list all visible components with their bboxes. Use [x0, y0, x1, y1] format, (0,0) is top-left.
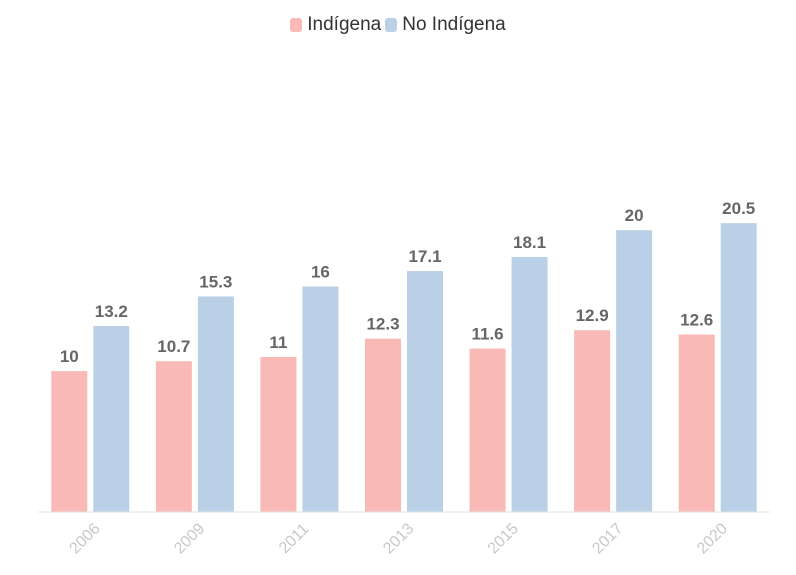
data-label-no-indigena-2017: 20: [625, 206, 644, 225]
value-labels-layer: 10 13.2 10.7 15.3 11 16 12.3 17.1 11.6 18.1 12.9 20…: [60, 199, 755, 366]
bar-no-indigena-2020[interactable]: [720, 223, 757, 512]
legend-swatch-indigena: [290, 18, 303, 32]
data-label-no-indigena-2015: 18.1: [513, 233, 546, 252]
data-label-indigena-2011: 11: [269, 333, 287, 352]
legend: Indígena No Indígena: [0, 14, 796, 36]
bar-no-indigena-2009[interactable]: [197, 296, 234, 512]
x-tick-2011: 2011: [276, 521, 312, 557]
bar-no-indigena-2011[interactable]: [302, 286, 339, 512]
x-tick-labels: 2006 2009 2011 2013 2015 2017 2020: [67, 520, 732, 557]
bar-no-indigena-2013[interactable]: [407, 271, 443, 512]
bar-indigena-2015[interactable]: [469, 348, 506, 512]
legend-label-indigena: Indígena: [307, 14, 382, 35]
legend-item-no-indigena[interactable]: No Indígena: [385, 14, 506, 36]
data-label-no-indigena-2020: 20.5: [722, 199, 755, 218]
data-label-indigena-2020: 12.6: [680, 310, 713, 329]
bar-no-indigena-2015[interactable]: [511, 256, 548, 512]
x-tick-2015: 2015: [485, 520, 522, 557]
data-label-indigena-2017: 12.9: [576, 306, 609, 325]
bar-indigena-2013[interactable]: [365, 338, 401, 512]
data-label-indigena-2006: 10: [60, 347, 79, 366]
x-tick-2006: 2006: [67, 520, 104, 557]
bar-indigena-2017[interactable]: [574, 330, 611, 512]
data-label-indigena-2015: 11.6: [471, 325, 503, 344]
data-label-indigena-2013: 12.3: [366, 315, 399, 334]
legend-item-indigena[interactable]: Indígena: [290, 14, 381, 36]
x-tick-2009: 2009: [171, 520, 208, 557]
x-tick-2013: 2013: [380, 520, 417, 557]
bar-indigena-2020[interactable]: [678, 334, 715, 512]
data-label-no-indigena-2006: 13.2: [95, 302, 128, 321]
x-tick-2017: 2017: [589, 520, 626, 557]
legend-label-no-indigena: No Indígena: [402, 14, 506, 35]
bar-no-indigena-2017[interactable]: [616, 230, 653, 512]
bar-no-indigena-2006[interactable]: [93, 326, 130, 512]
bar-indigena-2011[interactable]: [260, 357, 297, 512]
bar-indigena-2006[interactable]: [51, 371, 88, 512]
x-tick-2020: 2020: [694, 520, 731, 557]
data-label-no-indigena-2013: 17.1: [408, 247, 441, 266]
data-label-no-indigena-2009: 15.3: [199, 272, 232, 291]
data-label-no-indigena-2011: 16: [311, 263, 330, 282]
data-label-indigena-2009: 10.7: [157, 337, 190, 356]
bars-layer: [51, 223, 757, 512]
legend-swatch-no-indigena: [385, 18, 398, 32]
bar-indigena-2009[interactable]: [155, 361, 192, 512]
